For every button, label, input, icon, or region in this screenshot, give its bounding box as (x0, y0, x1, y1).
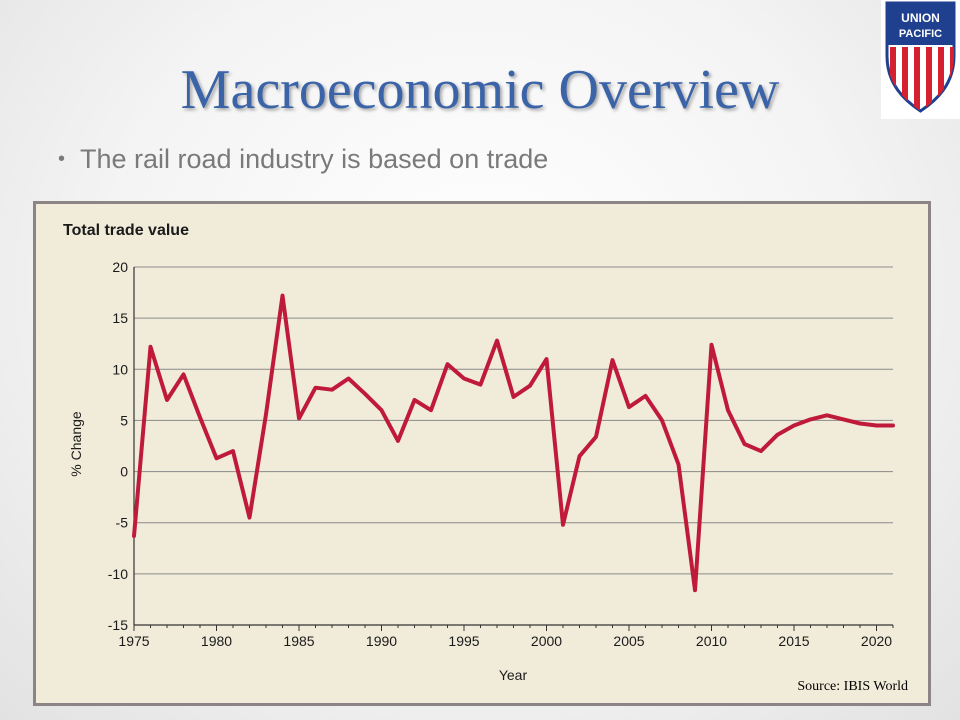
trade-line-chart: Total trade value Year % Change 20151050… (63, 222, 895, 683)
bullet-item: • The rail road industry is based on trad… (58, 144, 548, 175)
y-tick-label: 20 (112, 259, 128, 275)
x-tick-label: 1995 (448, 633, 479, 649)
y-axis-label: % Change (68, 411, 84, 477)
x-tick-label: 2000 (531, 633, 562, 649)
x-tick-label: 2005 (613, 633, 644, 649)
x-tick-label: 1990 (366, 633, 397, 649)
x-tick-label: 1980 (201, 633, 232, 649)
x-tick-label: 1975 (118, 633, 149, 649)
x-axis-label: Year (499, 667, 528, 683)
x-tick-label: 2010 (696, 633, 727, 649)
union-pacific-logo: UNION PACIFIC (881, 0, 960, 119)
y-tick-label: -5 (116, 515, 129, 531)
chart-panel: Total trade value Year % Change 20 15 10 5 0… (33, 201, 931, 706)
y-tick-label: 10 (112, 361, 128, 377)
bullet-text: The rail road industry is based on trade (80, 144, 549, 174)
y-tick-label: 15 (112, 310, 128, 326)
series-line (132, 293, 895, 593)
x-tick-label: 1985 (283, 633, 314, 649)
source-note: Source: IBIS World (797, 679, 908, 694)
x-tick-label: 2015 (778, 633, 809, 649)
y-tick-label: -15 (108, 617, 128, 633)
slide-title: Macroeconomic Overview (180, 59, 780, 121)
y-tick-label: -10 (108, 566, 128, 582)
y-tick-label: 5 (120, 412, 128, 428)
logo-line2: PACIFIC (899, 28, 942, 40)
x-tick-label: 2020 (861, 633, 892, 649)
logo-line1: UNION (901, 11, 940, 25)
shield-icon: UNION PACIFIC (885, 1, 956, 113)
y-tick-label: 0 (120, 464, 128, 480)
chart-title: Total trade value (63, 222, 189, 239)
bullet-dot-icon: • (58, 148, 66, 170)
